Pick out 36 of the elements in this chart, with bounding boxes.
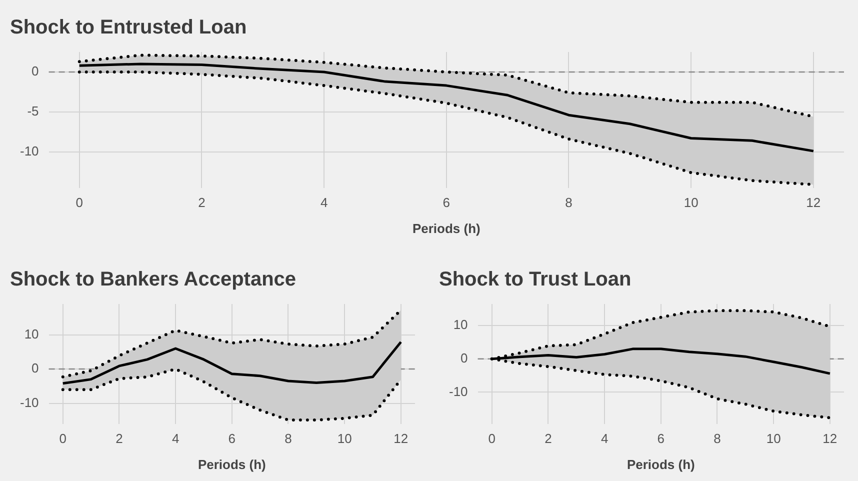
y-tick-label: 0	[32, 360, 39, 376]
x-tick-label: 6	[657, 431, 665, 446]
x-tick-label: 12	[822, 431, 838, 446]
x-axis-title: Periods (h)	[412, 220, 480, 236]
x-tick-label: 6	[228, 431, 236, 446]
x-tick-label: 8	[565, 195, 572, 210]
x-axis-title: Periods (h)	[198, 456, 266, 472]
y-tick-label: -5	[27, 103, 39, 118]
x-tick-label: 2	[116, 431, 123, 446]
x-tick-label: 4	[600, 431, 608, 446]
x-tick-label: 12	[394, 431, 408, 446]
x-tick-label: 4	[172, 431, 180, 446]
x-tick-label: 10	[684, 195, 698, 210]
chart-title: Shock to Bankers Acceptance	[10, 268, 296, 291]
y-tick-label: -10	[20, 143, 39, 158]
x-tick-label: 0	[488, 431, 496, 446]
y-tick-label: 10	[24, 326, 39, 342]
x-tick-label: 4	[320, 195, 328, 210]
x-tick-label: 12	[806, 195, 821, 210]
y-tick-label: 0	[460, 350, 468, 366]
x-tick-label: 2	[544, 431, 552, 446]
x-tick-label: 0	[76, 195, 83, 210]
y-tick-label: 0	[32, 64, 39, 79]
y-tick-label: -10	[20, 394, 39, 410]
x-tick-label: 10	[766, 431, 781, 446]
x-tick-label: 10	[337, 431, 352, 446]
chart-title: Shock to Trust Loan	[439, 268, 632, 291]
chart-title: Shock to Entrusted Loan	[10, 16, 247, 39]
x-tick-label: 0	[59, 431, 66, 446]
y-tick-label: -10	[448, 384, 468, 399]
x-tick-label: 8	[284, 431, 292, 446]
x-tick-label: 6	[442, 195, 450, 210]
y-tick-label: 10	[453, 317, 468, 332]
x-tick-label: 2	[198, 195, 206, 210]
x-tick-label: 8	[714, 431, 721, 446]
x-axis-title: Periods (h)	[626, 456, 695, 472]
